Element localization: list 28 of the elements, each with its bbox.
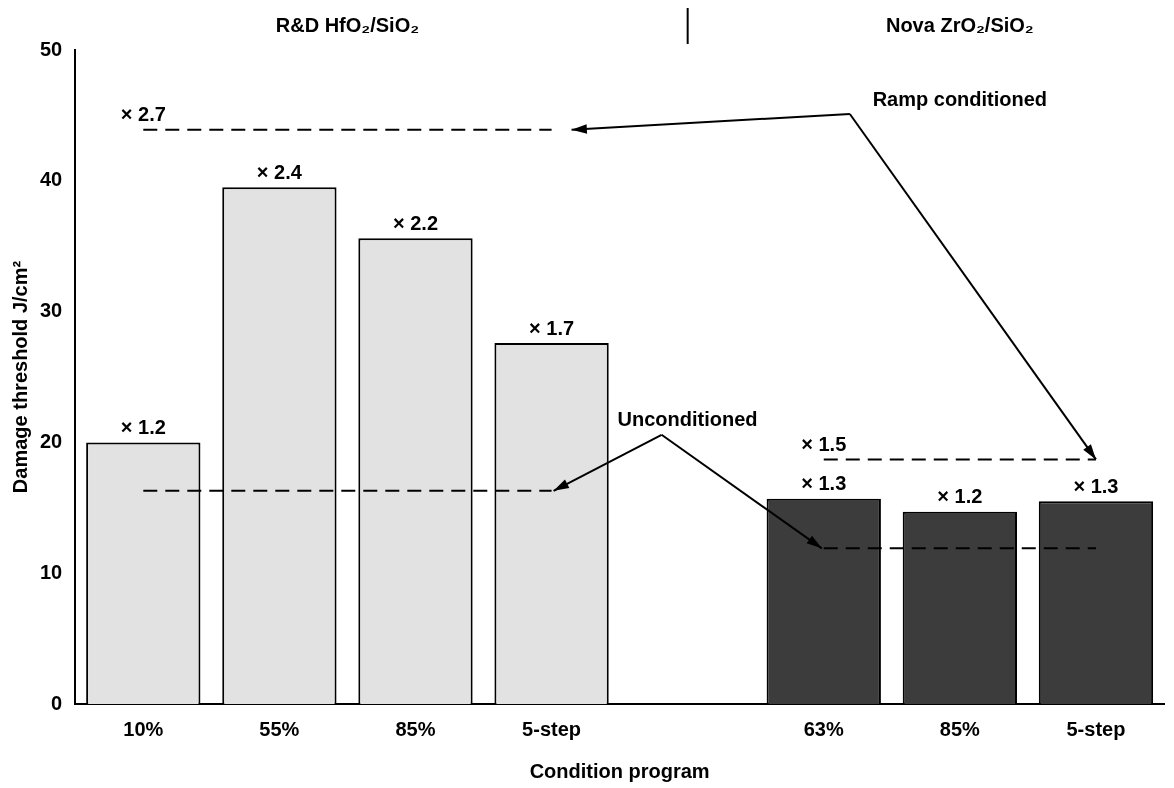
annotation: × 1.3 bbox=[1073, 474, 1119, 497]
text: R&D HfO₂/SiO₂ bbox=[275, 13, 420, 36]
y-tick-label: 30 bbox=[40, 299, 63, 322]
text: Ramp conditioned bbox=[872, 87, 1048, 110]
annotation: × 1.2 bbox=[937, 485, 983, 508]
text: Unconditioned bbox=[617, 408, 758, 431]
x-tick-label: 10% bbox=[123, 717, 164, 740]
x-axis-title: Condition program bbox=[529, 759, 710, 782]
x-tick-label: 5-step bbox=[522, 717, 582, 740]
x-tick-label: 63% bbox=[803, 717, 844, 740]
annotation: × 1.5 bbox=[801, 432, 847, 455]
x-tick-label: 5-step bbox=[1066, 717, 1126, 740]
x-tick-label: 85% bbox=[939, 717, 981, 740]
y-tick-label: 0 bbox=[51, 691, 63, 714]
y-tick-label: 50 bbox=[40, 37, 63, 60]
annotation: × 2.2 bbox=[392, 211, 439, 234]
annotation: × 2.4 bbox=[256, 160, 303, 183]
y-tick-label: 10 bbox=[40, 560, 63, 583]
x-tick-label: 55% bbox=[259, 717, 300, 740]
y-tick-label: 20 bbox=[40, 429, 63, 452]
x-tick-label: 85% bbox=[395, 717, 436, 740]
annotation: × 1.2 bbox=[120, 415, 166, 438]
y-axis-title: Damage threshold J/cm² bbox=[8, 260, 31, 494]
annotation: × 1.3 bbox=[801, 472, 847, 495]
y-tick-label: 40 bbox=[40, 168, 63, 191]
annotation: × 2.7 bbox=[120, 103, 166, 126]
text: Nova ZrO₂/SiO₂ bbox=[885, 13, 1034, 36]
annotation: × 1.7 bbox=[529, 316, 575, 339]
